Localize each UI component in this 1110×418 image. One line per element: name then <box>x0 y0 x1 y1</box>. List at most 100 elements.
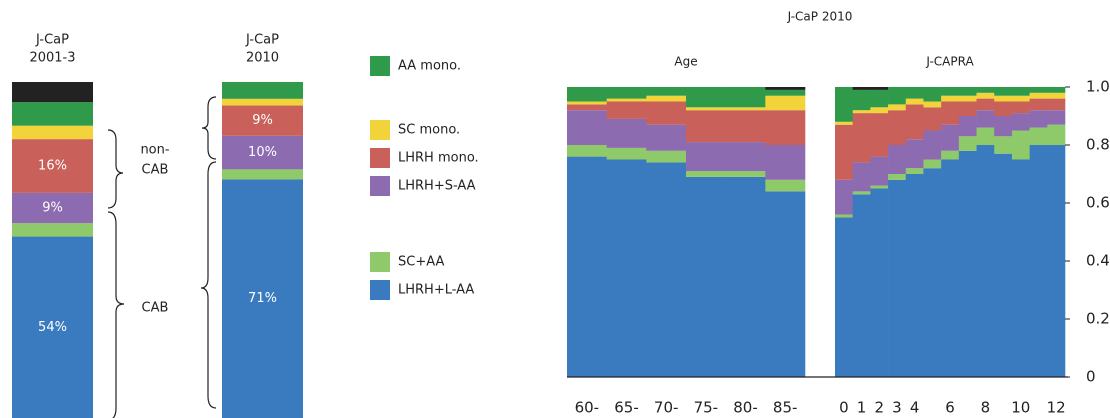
x-tick-label: 65- <box>614 399 639 417</box>
bar-segment <box>12 102 93 126</box>
bar-segment <box>686 107 726 111</box>
bar-segment <box>646 124 687 151</box>
x-tick-label: 75- <box>694 399 719 417</box>
bar-segment <box>686 142 726 172</box>
bar-segment <box>606 159 647 377</box>
bar-segment <box>222 82 303 99</box>
annotation: non- <box>140 143 169 158</box>
brace <box>107 211 125 418</box>
bar-segment <box>905 139 924 169</box>
bar-segment <box>1047 98 1066 111</box>
value-label: 71% <box>248 291 277 306</box>
bar-segment <box>888 174 907 180</box>
y-tick-label: 1.0 <box>1086 78 1110 96</box>
x-tick-label: 85- <box>773 399 798 417</box>
bar-segment <box>976 92 995 99</box>
value-label: 16% <box>38 159 67 174</box>
bar-segment <box>976 127 995 145</box>
x-tick-label: 0 <box>839 399 849 417</box>
bar-segment <box>905 104 924 140</box>
bar-segment <box>1011 113 1030 131</box>
bar-segment <box>12 82 93 103</box>
panel-title: J-CAPRA <box>925 55 974 69</box>
bar-segment <box>567 145 607 157</box>
bar-segment <box>958 101 977 116</box>
bar-segment <box>941 87 960 96</box>
bar-segment <box>1029 110 1048 128</box>
bar-segment <box>958 136 977 151</box>
bar-segment <box>835 214 853 218</box>
x-tick-label: 10 <box>1011 399 1030 417</box>
bar-segment <box>958 116 977 137</box>
legend-swatch <box>370 120 390 140</box>
bar-segment <box>835 87 853 122</box>
legend-label: LHRH+S-AA <box>398 179 476 194</box>
annotation: CAB <box>142 301 169 316</box>
bar-segment <box>994 101 1013 116</box>
bar-segment <box>567 87 607 102</box>
bar-segment <box>941 150 960 160</box>
bar-segment <box>923 130 942 160</box>
bar-segment <box>923 87 942 102</box>
value-label: 54% <box>38 320 67 335</box>
bar-segment <box>12 139 93 193</box>
bar-segment <box>835 124 853 180</box>
legend-label: SC+AA <box>398 255 444 270</box>
bar-segment <box>870 87 889 90</box>
legend-swatch <box>370 252 390 272</box>
legend-label: SC mono. <box>398 123 460 138</box>
bar-segment <box>1047 110 1066 125</box>
legend-label: LHRH+L-AA <box>398 283 474 298</box>
bar-segment <box>646 162 687 377</box>
bar-segment <box>888 145 907 174</box>
bar-segment <box>1011 95 1030 102</box>
bar-segment <box>994 87 1013 96</box>
bar-segment <box>1011 130 1030 160</box>
bar-segment <box>852 113 871 163</box>
bar-segment <box>870 107 889 114</box>
bar-segment <box>222 98 303 106</box>
bar-segment <box>994 116 1013 137</box>
chart-title: J-CaP 2010 <box>787 10 853 24</box>
x-tick-label: 70- <box>654 399 679 417</box>
bar-segment <box>646 150 687 163</box>
x-tick-label: 4 <box>910 399 920 417</box>
bar-segment <box>567 156 607 377</box>
value-label: 10% <box>248 145 277 160</box>
bar-segment <box>686 87 726 108</box>
bar-segment <box>941 124 960 151</box>
category-label: J-CaP <box>245 33 279 48</box>
bar-segment <box>888 179 907 377</box>
bar-segment <box>1011 159 1030 377</box>
bar-segment <box>888 104 907 111</box>
bar-segment <box>852 110 871 114</box>
legend-label: LHRH mono. <box>398 151 479 166</box>
bar-segment <box>835 179 853 215</box>
x-tick-label: 8 <box>981 399 991 417</box>
bar-segment <box>765 191 806 377</box>
bar-segment <box>222 105 303 136</box>
x-tick-label: 1 <box>857 399 867 417</box>
bar-segment <box>923 168 942 377</box>
bar-segment <box>1029 145 1048 377</box>
category-label: 2001-3 <box>29 51 75 66</box>
legend-swatch <box>370 280 390 300</box>
bar-segment <box>646 87 687 96</box>
panel-title: Age <box>674 55 697 69</box>
category-label: 2010 <box>246 51 279 66</box>
bar-segment <box>958 95 977 102</box>
y-tick-label: 0.4 <box>1086 252 1110 270</box>
bar-segment <box>222 179 303 418</box>
bar-segment <box>606 98 647 102</box>
bar-segment <box>567 101 607 105</box>
bar-segment <box>222 169 303 180</box>
bar-segment <box>905 168 924 174</box>
bar-segment <box>976 145 995 377</box>
bar-segment <box>852 87 871 90</box>
x-tick-label: 60- <box>575 399 600 417</box>
bar-segment <box>958 87 977 96</box>
x-tick-label: 2 <box>874 399 884 417</box>
bar-segment <box>905 174 924 377</box>
bar-segment <box>646 101 687 125</box>
bar-segment <box>765 145 806 180</box>
